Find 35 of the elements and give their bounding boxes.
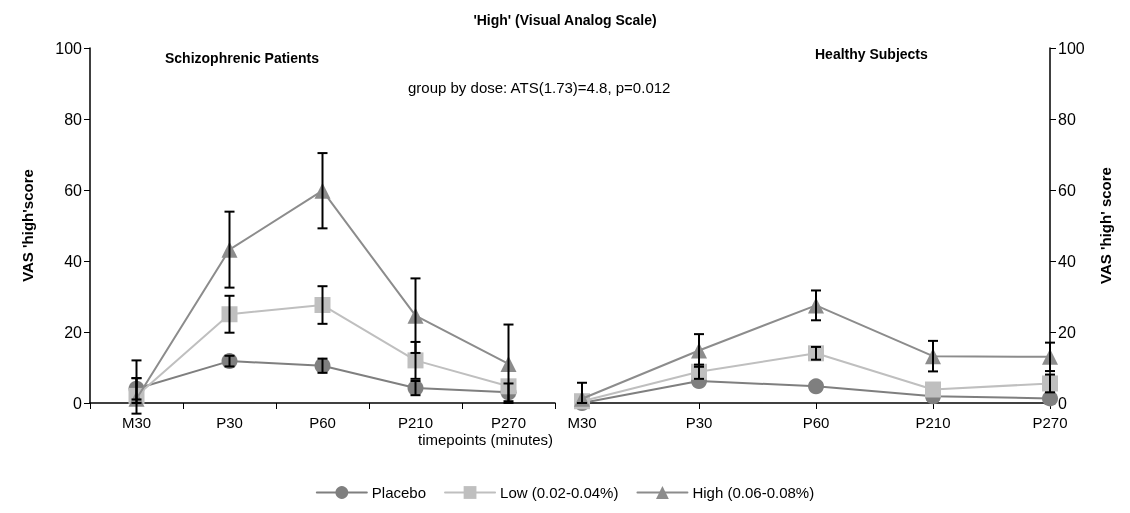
x-tick-label: M30 (567, 414, 597, 431)
y-tick-label: 100 (1058, 39, 1085, 57)
x-tick-label: P210 (915, 414, 951, 431)
x-tick-label: P210 (397, 414, 434, 431)
y-tick-label: 60 (1058, 181, 1076, 199)
y-tick-label: 40 (1058, 252, 1076, 270)
y-tick-label: 20 (64, 323, 83, 341)
annotation: group by dose: ATS(1.73)=4.8, p=0.012 (408, 79, 671, 96)
legend-label: Low (0.02-0.04%) (500, 484, 619, 501)
x-tick-label: P270 (490, 414, 527, 431)
chart-subtitle: Schizophrenic Patients (165, 50, 320, 66)
point (1042, 390, 1058, 407)
y-tick-label: 40 (64, 252, 83, 270)
y-tick-label: 0 (1058, 394, 1067, 412)
x-tick-label: P30 (216, 414, 243, 431)
chart-title: Healthy Subjects (815, 46, 929, 62)
y-tick-label: 80 (64, 110, 83, 128)
y-axis-title: VAS 'high'score (19, 169, 36, 282)
y-tick-label: 100 (55, 39, 83, 57)
point (925, 381, 941, 398)
chart-title: 'High' (Visual Analog Scale) (473, 12, 657, 28)
x-tick-label: P60 (309, 414, 336, 431)
y-axis-title: VAS 'high' score (1097, 167, 1114, 284)
x-tick-label: P60 (802, 414, 830, 431)
y-tick-label: 60 (64, 181, 83, 199)
legend-label: High (0.06-0.08%) (692, 484, 815, 501)
y-tick-label: 20 (1058, 323, 1076, 341)
point (808, 378, 824, 395)
legend-label: Placebo (371, 484, 427, 501)
x-tick-label: M30 (121, 414, 152, 431)
y-tick-label: 80 (1058, 110, 1076, 128)
x-axis-title: timepoints (minutes) (418, 431, 554, 448)
y-tick-label: 0 (73, 394, 83, 412)
x-tick-label: P30 (685, 414, 713, 431)
x-tick-label: P270 (1032, 414, 1068, 431)
